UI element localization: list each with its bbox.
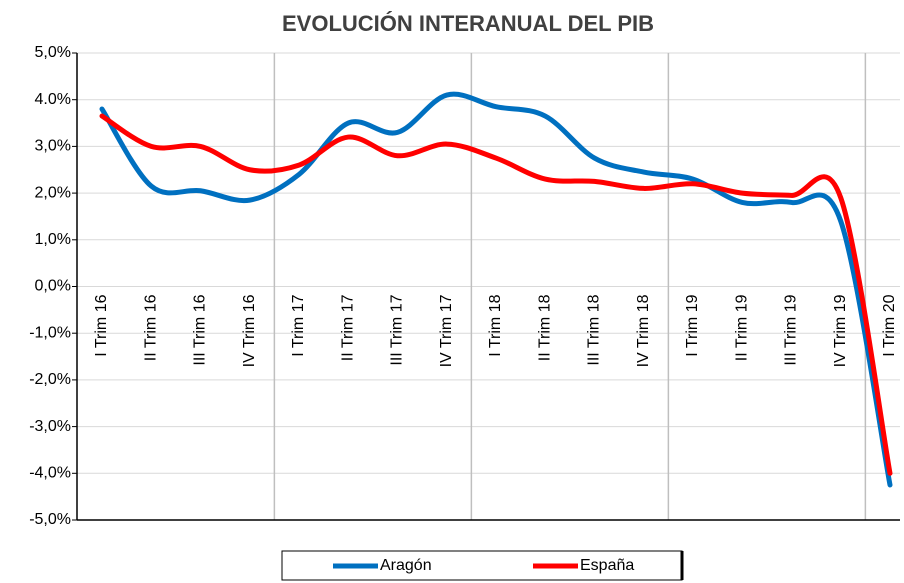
y-tick-label: 1,0% — [35, 231, 71, 248]
y-tick-label: 0,0% — [35, 278, 71, 295]
x-tick-label: IV Trim 17 — [438, 294, 455, 367]
x-tick-label: III Trim 16 — [192, 294, 209, 365]
x-tick-label: I Trim 17 — [290, 294, 307, 356]
legend-label: España — [580, 557, 634, 574]
x-tick-label: II Trim 16 — [142, 294, 159, 361]
x-tick-label: I Trim 16 — [93, 294, 110, 356]
x-tick-label: III Trim 18 — [586, 294, 603, 365]
y-tick-label: -3,0% — [29, 418, 71, 435]
x-tick-label: IV Trim 18 — [635, 294, 652, 367]
y-tick-label: 2,0% — [35, 184, 71, 201]
series-line — [99, 113, 893, 476]
y-tick-label: -1,0% — [29, 324, 71, 341]
y-tick-label: 4.0% — [35, 91, 71, 108]
x-tick-label: II Trim 19 — [733, 294, 750, 361]
y-tick-label: -5,0% — [29, 511, 71, 528]
y-tick-label: -2,0% — [29, 371, 71, 388]
x-tick-label: I Trim 19 — [684, 294, 701, 356]
y-tick-label: -4,0% — [29, 465, 71, 482]
legend-label: Aragón — [380, 557, 432, 574]
x-tick-label: IV Trim 16 — [241, 294, 258, 367]
x-tick-label: II Trim 18 — [536, 294, 553, 361]
y-tick-label: 5,0% — [35, 44, 71, 61]
x-tick-label: II Trim 17 — [339, 294, 356, 361]
chart-title: EVOLUCIÓN INTERANUAL DEL PIB — [282, 11, 654, 36]
x-tick-label: III Trim 19 — [783, 294, 800, 365]
x-tick-label: I Trim 18 — [487, 294, 504, 356]
y-tick-label: 3,0% — [35, 138, 71, 155]
series-line — [99, 91, 893, 488]
x-tick-label: III Trim 17 — [389, 294, 406, 365]
x-tick-label: I Trim 20 — [881, 294, 898, 356]
x-tick-label: IV Trim 19 — [832, 294, 849, 367]
